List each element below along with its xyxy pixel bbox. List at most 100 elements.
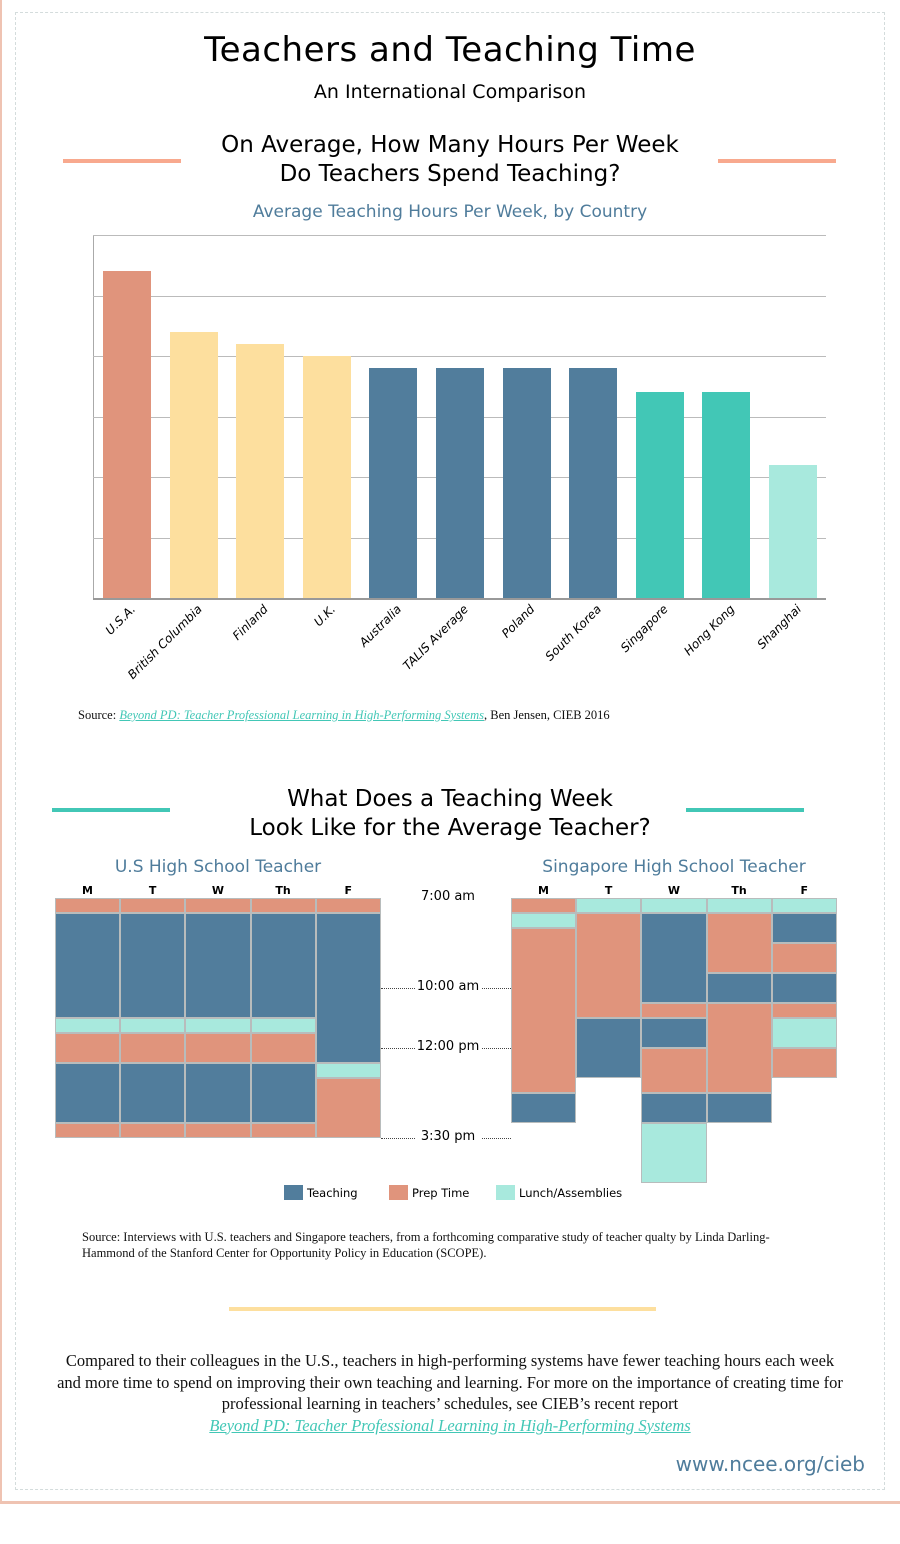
gridline <box>93 235 826 236</box>
bar-finland <box>236 343 285 598</box>
prep-block <box>185 1033 251 1063</box>
teaching-block <box>771 913 837 943</box>
prep-block <box>120 898 186 913</box>
section2-line1: What Does a Teaching Week <box>287 786 613 812</box>
bar-chart-title: Average Teaching Hours Per Week, by Coun… <box>252 202 648 222</box>
prep-block <box>641 1048 707 1093</box>
conclusion: Compared to their colleagues in the U.S.… <box>55 1350 845 1436</box>
section1-heading: On Average, How Many Hours Per Week Do T… <box>0 131 900 189</box>
divider-yellow <box>229 1307 656 1311</box>
legend-item-teaching: Teaching <box>284 1185 358 1200</box>
prep-block <box>120 1123 186 1138</box>
prep-block <box>55 1123 121 1138</box>
lunch-block <box>771 1018 837 1048</box>
divider-left-2 <box>52 808 170 812</box>
time-label: 12:00 pm <box>416 1039 480 1054</box>
source-1: Source: Beyond PD: Teacher Professional … <box>78 708 610 723</box>
time-guide <box>381 988 415 989</box>
bar-u-k- <box>302 356 351 598</box>
prep-block <box>511 928 577 1093</box>
prep-block <box>511 898 577 913</box>
teaching-block <box>641 1018 707 1048</box>
day-header: F <box>344 884 353 897</box>
time-guide <box>381 1048 415 1049</box>
prep-block <box>706 1003 772 1093</box>
day-header: T <box>604 884 613 897</box>
teaching-block <box>120 913 186 1018</box>
schedule-chart: U.S High School Teacher M T W Th F Singapore H… <box>55 857 837 1200</box>
legend-swatch <box>284 1185 303 1200</box>
lunch-block <box>641 1123 707 1183</box>
lunch-block <box>185 1018 251 1033</box>
lunch-block <box>250 1018 316 1033</box>
prep-block <box>771 943 837 973</box>
day-header: M <box>538 884 549 897</box>
conclusion-text: Compared to their colleagues in the U.S.… <box>57 1351 843 1413</box>
prep-block <box>55 1033 121 1063</box>
page-border <box>0 0 900 1504</box>
prep-block <box>315 1078 381 1138</box>
lunch-block <box>55 1018 121 1033</box>
day-header: W <box>211 884 224 897</box>
lunch-block <box>771 898 837 913</box>
time-guide <box>482 988 511 989</box>
legend-item-prep: Prep Time <box>389 1185 469 1200</box>
schedule-title-us: U.S High School Teacher <box>114 857 322 877</box>
legend-label: Prep Time <box>412 1185 470 1200</box>
bar-hong-kong <box>702 392 751 598</box>
time-label: 7:00 am <box>421 889 475 904</box>
teaching-block <box>250 913 316 1018</box>
source-2: Source: Interviews with U.S. teachers an… <box>82 1230 770 1260</box>
prep-block <box>185 898 251 913</box>
time-label: 3:30 pm <box>420 1129 476 1144</box>
footer-url[interactable]: www.ncee.org/cieb <box>675 1452 865 1476</box>
section2-heading: What Does a Teaching Week Look Like for … <box>0 785 900 843</box>
lunch-block <box>706 898 772 913</box>
day-header: Th <box>275 884 291 897</box>
bar-poland <box>502 368 551 598</box>
divider-right <box>718 159 836 163</box>
legend-label: Teaching <box>307 1185 358 1200</box>
lunch-block <box>641 898 707 913</box>
bar-singapore <box>635 392 684 598</box>
teaching-block <box>55 913 121 1018</box>
section1-line1: On Average, How Many Hours Per Week <box>221 132 679 158</box>
bar-british-columbia <box>169 331 218 598</box>
bar-u-s-a- <box>103 271 151 598</box>
teaching-block <box>706 973 772 1003</box>
time-guide <box>482 1048 511 1049</box>
teaching-block <box>706 1093 772 1123</box>
time-guide <box>381 1138 415 1139</box>
page-subtitle: An International Comparison <box>313 81 587 103</box>
teaching-block <box>771 973 837 1003</box>
bar-shanghai <box>769 464 817 598</box>
bar-south-korea <box>569 368 618 598</box>
legend-item-lunch: Lunch/Assemblies <box>496 1185 622 1200</box>
prep-block <box>576 913 642 1018</box>
conclusion-link[interactable]: Beyond PD: Teacher Professional Learning… <box>209 1415 691 1435</box>
teaching-block <box>576 1018 642 1078</box>
teaching-block <box>185 1063 251 1123</box>
day-header: T <box>148 884 157 897</box>
source-1-prefix: Source: <box>78 708 120 722</box>
prep-block <box>771 1003 837 1018</box>
legend-label: Lunch/Assemblies <box>519 1185 623 1200</box>
teaching-block <box>641 913 707 1003</box>
source-1-link[interactable]: Beyond PD: Teacher Professional Learning… <box>119 708 484 722</box>
gridline <box>93 295 826 297</box>
page-title: Teachers and Teaching Time <box>204 30 696 70</box>
legend-swatch <box>496 1185 515 1200</box>
teaching-block <box>641 1093 707 1123</box>
bar-australia <box>369 368 418 598</box>
lunch-block <box>120 1018 186 1033</box>
prep-block <box>315 898 381 913</box>
inner-dotted-frame <box>15 12 885 1490</box>
lunch-block <box>576 898 642 913</box>
section2-line2: Look Like for the Average Teacher? <box>249 815 651 841</box>
gridline <box>93 598 826 600</box>
source-1-suffix: , Ben Jensen, CIEB 2016 <box>483 708 610 722</box>
teaching-block <box>250 1063 316 1123</box>
day-header: Th <box>731 884 747 897</box>
prep-block <box>120 1033 186 1063</box>
prep-block <box>185 1123 251 1138</box>
